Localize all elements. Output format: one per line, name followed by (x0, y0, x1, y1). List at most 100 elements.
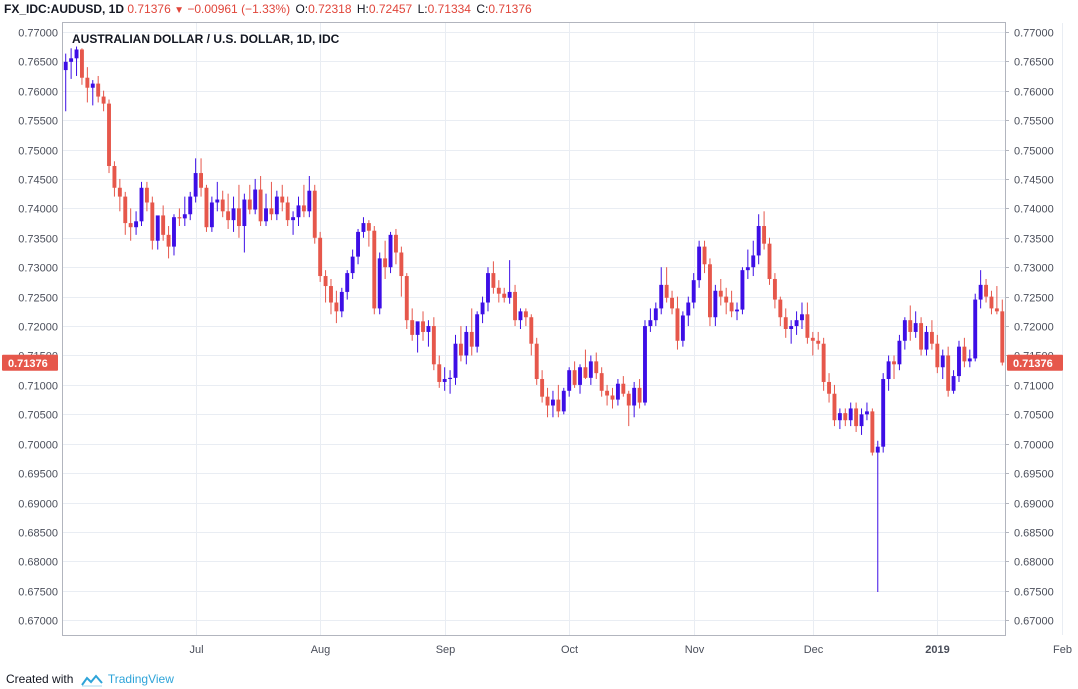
candle-body (594, 361, 599, 374)
candle-body (312, 190, 317, 238)
candle-down (383, 240, 388, 279)
candle-body (827, 381, 832, 394)
y-tick-label: 0.76500 (1014, 57, 1054, 69)
y-tick-label: 0.68500 (18, 528, 58, 540)
time-axis[interactable]: Jul Aug Sep Oct Nov Dec 2019 Feb (189, 644, 1072, 656)
candle-body (848, 408, 853, 421)
candle-down (393, 228, 398, 265)
price-axis-right[interactable]: 0.77000 0.76500 0.76000 0.75500 0.75000 0.745… (1005, 28, 1054, 628)
candle-up (875, 440, 880, 593)
candle-body (897, 340, 902, 365)
candle-body (269, 208, 274, 215)
candle-down (399, 246, 404, 297)
candle-down (729, 290, 734, 318)
candle-up (567, 367, 572, 397)
candle-body (85, 77, 90, 88)
candle-body (90, 83, 95, 88)
candle-up (643, 320, 647, 406)
candle-down (96, 75, 101, 103)
candle-body (924, 331, 929, 350)
tradingview-brand: TradingView (107, 672, 174, 686)
candle-up (973, 293, 978, 362)
y-tick-label: 0.70500 (18, 410, 58, 422)
candle-down (226, 193, 231, 229)
candle-down (144, 181, 149, 212)
candle-body (329, 286, 333, 303)
candle-body (144, 187, 149, 203)
candle-body (356, 231, 361, 257)
candle-up (182, 196, 187, 227)
candle-body (274, 196, 279, 215)
candle-body (935, 343, 940, 368)
y-tick-label: 0.69000 (18, 499, 58, 511)
candle-body (772, 278, 777, 300)
candle-body (567, 370, 572, 391)
x-tick-label: Feb (1053, 644, 1072, 656)
candle-down (101, 90, 106, 112)
candle-body (556, 399, 561, 412)
footer-branding[interactable]: Created with TradingView (6, 671, 174, 687)
candle-body (832, 393, 837, 421)
candle-body (892, 361, 896, 365)
candle-body (301, 205, 306, 212)
candle-up (139, 181, 144, 227)
candle-body (967, 358, 972, 362)
tradingview-logo-icon (80, 674, 103, 687)
candle-up (345, 270, 350, 300)
candle-down (540, 370, 545, 403)
candle-body (534, 343, 539, 380)
x-tick-label: Sep (436, 644, 456, 656)
candle-down (150, 196, 155, 250)
candle-down (372, 226, 377, 315)
candle-body (843, 413, 848, 421)
x-tick-label: Jul (189, 644, 203, 656)
candle-body (740, 270, 745, 310)
candle-up (800, 302, 804, 329)
candle-body (247, 199, 252, 210)
candle-down (783, 308, 788, 338)
candle-up (550, 390, 555, 418)
candle-body (648, 320, 653, 327)
candle-down (583, 349, 588, 380)
price-axis-left[interactable]: 0.77000 0.76500 0.76000 0.75500 0.75000 0.745… (18, 28, 58, 628)
candle-down (610, 387, 615, 409)
candle-body (448, 377, 453, 380)
candle-body (886, 361, 891, 380)
candle-body (475, 314, 480, 347)
candle-body (339, 291, 344, 312)
candle-up (951, 370, 956, 394)
candle-body (469, 331, 474, 347)
candlestick-chart[interactable]: 0.77000 0.76500 0.76000 0.75500 0.75000 0.745… (0, 0, 1078, 670)
candle-body (480, 302, 485, 315)
candle-body (697, 246, 702, 281)
candle-up (967, 349, 972, 368)
candle-down (123, 191, 128, 235)
candle-body (507, 291, 512, 298)
candle-body (670, 297, 675, 309)
candle-up (242, 193, 247, 253)
candle-body (345, 273, 350, 292)
candle-body (285, 202, 290, 221)
candle-body (951, 376, 956, 391)
candle-body (653, 308, 658, 321)
candle-body (383, 258, 388, 268)
candle-up (264, 193, 268, 227)
candle-body (513, 291, 518, 321)
close-value: 0.71376 (488, 2, 532, 16)
y-tick-label: 0.75500 (18, 116, 58, 128)
candle-body (96, 83, 101, 97)
candle-body (908, 320, 913, 332)
symbol-legend: FX_IDC:AUDUSD, 1D 0.71376 ▼ −0.00961 (−1… (4, 1, 532, 17)
x-tick-label: 2019 (925, 644, 949, 656)
candle-body (659, 284, 664, 309)
candle-body (686, 302, 691, 316)
candle-down (469, 308, 474, 356)
candle-body (973, 299, 978, 359)
candle-up (913, 311, 918, 338)
candle-up (215, 181, 220, 212)
y-tick-label: 0.68000 (1014, 557, 1054, 569)
y-tick-label: 0.72500 (18, 293, 58, 305)
open-value: 0.72318 (308, 2, 352, 16)
candle-up (74, 46, 79, 76)
candle-down (318, 231, 323, 282)
